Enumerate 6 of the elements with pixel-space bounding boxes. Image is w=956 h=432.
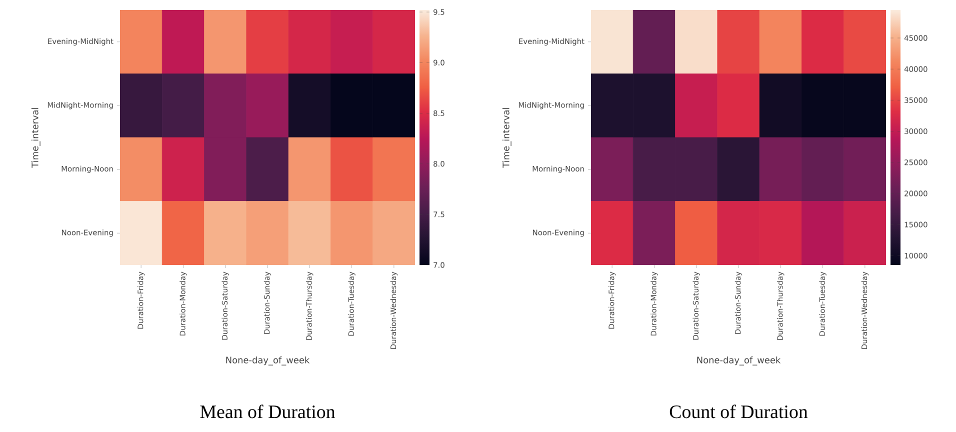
x-axis-title: None-day_of_week: [697, 356, 781, 366]
text: Mean of Duration: [200, 404, 336, 418]
y-axis-title: Time_interval: [31, 108, 40, 168]
y-axis-title: Time_interval: [502, 108, 512, 168]
text: Count of Duration: [670, 404, 808, 418]
x-axis-title: None-day_of_week: [226, 356, 310, 366]
